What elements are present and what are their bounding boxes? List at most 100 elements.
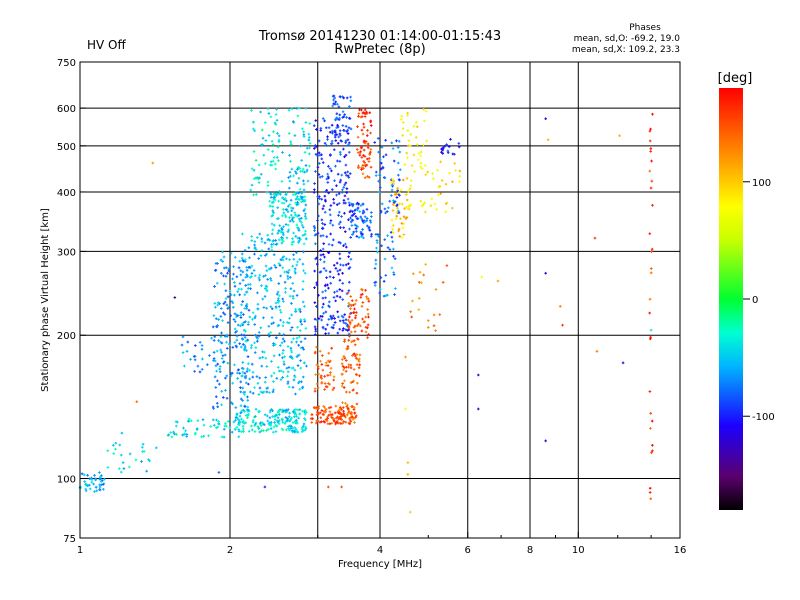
data-point: [224, 297, 228, 300]
data-point: [271, 205, 275, 208]
data-point: [215, 418, 218, 422]
data-point: [331, 326, 335, 330]
data-point: [288, 170, 292, 174]
data-point: [412, 153, 416, 157]
data-point: [330, 413, 334, 416]
data-point: [362, 122, 365, 126]
data-point: [256, 425, 260, 428]
data-point: [250, 362, 254, 366]
data-point: [290, 107, 294, 111]
data-point: [409, 184, 413, 188]
data-point: [303, 412, 307, 416]
data-point: [103, 477, 106, 481]
data-point: [363, 176, 367, 179]
data-point: [338, 327, 342, 331]
data-point: [261, 143, 264, 146]
data-point: [222, 435, 226, 439]
data-point: [242, 419, 245, 423]
data-point: [378, 190, 381, 194]
data-point: [292, 174, 295, 178]
data-point: [338, 295, 342, 299]
data-point: [253, 316, 257, 320]
data-point: [358, 210, 362, 213]
data-point: [405, 216, 409, 219]
data-point: [321, 247, 325, 251]
data-point: [257, 276, 261, 280]
data-point: [239, 269, 243, 272]
data-point: [348, 320, 352, 324]
data-point: [263, 295, 267, 298]
data-point: [253, 240, 257, 243]
data-point: [369, 150, 372, 154]
data-point: [352, 368, 356, 371]
data-point: [400, 202, 404, 206]
data-point: [283, 270, 286, 274]
data-point: [430, 197, 434, 201]
data-point: [324, 310, 328, 314]
data-point: [252, 120, 255, 124]
data-point: [93, 474, 96, 477]
data-point: [278, 308, 282, 312]
data-point: [151, 161, 155, 165]
data-point: [291, 237, 294, 240]
data-point: [651, 203, 654, 207]
data-point: [264, 264, 268, 268]
data-point: [424, 263, 427, 266]
data-point: [235, 338, 239, 342]
data-point: [323, 375, 326, 378]
data-point: [211, 405, 215, 409]
data-point: [248, 315, 252, 319]
data-point: [338, 113, 342, 117]
data-point: [367, 160, 371, 163]
data-point: [318, 153, 322, 157]
data-point: [362, 148, 366, 152]
data-point: [298, 188, 302, 191]
data-point: [238, 259, 242, 263]
data-point: [301, 167, 305, 171]
data-point: [235, 425, 239, 429]
data-point: [320, 380, 324, 384]
data-point: [398, 191, 401, 194]
data-point: [248, 256, 251, 260]
data-point: [292, 337, 295, 340]
data-point: [355, 391, 359, 395]
data-point: [239, 273, 243, 277]
data-point: [345, 187, 349, 190]
data-point: [291, 421, 295, 424]
data-point: [313, 182, 316, 185]
data-point: [277, 199, 280, 203]
data-point: [281, 337, 285, 341]
data-point: [353, 352, 356, 356]
data-point: [274, 423, 278, 427]
data-point: [236, 377, 239, 380]
data-point: [338, 319, 342, 323]
data-point: [379, 211, 383, 214]
data-point: [363, 155, 367, 158]
data-point: [349, 420, 353, 423]
data-point: [356, 381, 359, 385]
data-point: [404, 407, 407, 411]
data-point: [202, 423, 206, 427]
data-point: [289, 140, 292, 144]
data-point: [217, 339, 220, 342]
data-point: [330, 169, 333, 173]
data-point: [306, 146, 309, 150]
data-point: [392, 271, 395, 274]
data-point: [346, 174, 350, 178]
data-point: [348, 117, 352, 120]
data-point: [366, 145, 369, 148]
data-point: [225, 374, 229, 378]
data-point: [233, 427, 237, 431]
data-point: [214, 386, 218, 389]
data-point: [595, 350, 599, 353]
data-point: [289, 174, 292, 178]
data-point: [187, 417, 191, 421]
data-point: [249, 188, 252, 192]
data-point: [274, 266, 278, 269]
data-point: [262, 306, 266, 309]
data-point: [270, 322, 273, 326]
data-point: [341, 271, 344, 275]
data-point: [271, 210, 275, 214]
data-point: [301, 195, 304, 199]
data-point: [289, 418, 292, 422]
